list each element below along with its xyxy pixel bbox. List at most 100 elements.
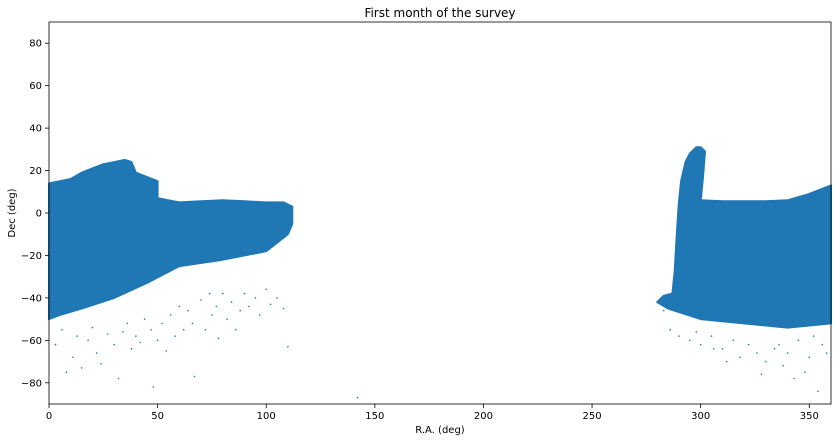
- data-point: [804, 371, 806, 374]
- data-point: [765, 360, 767, 363]
- y-tick-label: 20: [29, 166, 42, 177]
- data-point: [678, 335, 680, 337]
- data-point: [356, 396, 359, 399]
- data-point: [269, 303, 272, 306]
- data-point: [130, 348, 133, 350]
- data-point: [165, 350, 168, 352]
- y-tick-label: 0: [36, 209, 42, 220]
- data-point: [669, 328, 672, 331]
- data-point: [817, 390, 819, 393]
- data-point: [215, 305, 218, 308]
- data-point: [72, 356, 74, 359]
- data-point: [76, 335, 78, 337]
- x-tick-label: 350: [800, 411, 819, 422]
- data-point: [61, 328, 63, 331]
- data-point: [191, 322, 194, 325]
- data-point: [725, 360, 728, 363]
- x-tick-label: 300: [691, 411, 710, 422]
- data-point: [732, 339, 735, 342]
- data-point: [699, 343, 702, 346]
- data-point: [193, 375, 196, 378]
- y-tick-label: 60: [29, 81, 42, 92]
- y-tick-label: 80: [29, 39, 42, 50]
- data-point: [230, 301, 233, 303]
- y-tick-label: −40: [21, 293, 42, 304]
- data-point: [778, 343, 780, 346]
- data-point: [825, 352, 828, 354]
- data-point: [54, 343, 57, 346]
- data-point: [91, 326, 94, 329]
- data-point: [80, 367, 83, 369]
- data-point: [150, 328, 152, 331]
- y-tick-label: −80: [21, 378, 42, 389]
- data-point: [211, 314, 213, 316]
- data-point: [87, 339, 89, 342]
- x-tick-label: 150: [365, 411, 384, 422]
- y-tick-label: 40: [29, 124, 42, 135]
- y-axis: −80 −60 −40 −20 0 20 40 60 80: [21, 39, 49, 389]
- data-point: [217, 337, 220, 340]
- data-point: [756, 352, 758, 354]
- data-point: [122, 331, 124, 333]
- data-point: [721, 348, 724, 350]
- data-point: [126, 322, 128, 325]
- data-point: [152, 386, 155, 388]
- data-point: [248, 305, 250, 308]
- data-point: [695, 331, 698, 333]
- data-point: [760, 373, 763, 376]
- data-point: [773, 348, 776, 350]
- x-tick-label: 0: [46, 411, 52, 422]
- x-tick-label: 250: [583, 411, 602, 422]
- chart-title: First month of the survey: [364, 6, 515, 20]
- data-point: [113, 343, 115, 346]
- data-point: [254, 297, 257, 299]
- data-point: [235, 328, 237, 331]
- data-point: [793, 377, 795, 380]
- data-point: [106, 333, 109, 335]
- data-point: [178, 305, 181, 308]
- data-point: [808, 356, 811, 359]
- data-point: [143, 318, 146, 320]
- y-tick-label: −20: [21, 251, 42, 262]
- data-point: [204, 328, 207, 331]
- x-axis-title: R.A. (deg): [415, 425, 465, 436]
- data-point: [258, 314, 261, 316]
- data-point: [169, 314, 172, 316]
- x-tick-label: 200: [474, 411, 493, 422]
- east-dense-region: [656, 184, 832, 329]
- data-point: [182, 328, 185, 331]
- data-point: [226, 318, 228, 320]
- data-point: [821, 343, 824, 346]
- data-point: [265, 288, 268, 291]
- x-axis: 0 50 100 150 200 250 300 350: [46, 404, 819, 422]
- east-northern-extension: [677, 146, 706, 204]
- data-point: [139, 341, 141, 344]
- plot-area: [48, 146, 832, 399]
- data-point: [276, 297, 278, 299]
- data-point: [156, 339, 159, 342]
- data-point: [222, 292, 224, 295]
- data-point: [187, 309, 189, 312]
- data-point: [208, 292, 211, 295]
- data-point: [96, 352, 98, 354]
- data-point: [282, 307, 285, 310]
- data-point: [739, 356, 741, 359]
- x-tick-label: 100: [257, 411, 276, 422]
- data-point: [100, 362, 102, 365]
- data-point: [689, 339, 691, 342]
- data-point: [712, 348, 715, 350]
- data-point: [287, 345, 289, 348]
- data-point: [200, 299, 202, 301]
- data-point: [135, 335, 137, 337]
- data-point: [65, 371, 68, 374]
- west-dense-region: [48, 158, 294, 321]
- data-point: [662, 309, 665, 312]
- y-axis-title: Dec (deg): [7, 188, 18, 237]
- data-point: [786, 352, 789, 354]
- data-point: [161, 322, 163, 325]
- x-tick-label: 50: [151, 411, 164, 422]
- data-point: [812, 335, 815, 337]
- y-tick-label: −60: [21, 336, 42, 347]
- data-point: [797, 339, 800, 342]
- data-point: [174, 335, 176, 337]
